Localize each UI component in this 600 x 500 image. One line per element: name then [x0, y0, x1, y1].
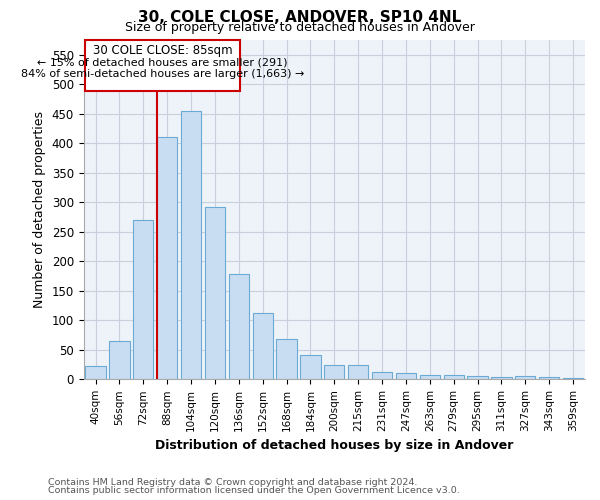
Bar: [253, 313, 273, 380]
Bar: [109, 341, 130, 380]
Bar: [419, 375, 440, 380]
Bar: [133, 220, 154, 380]
Bar: [396, 374, 416, 380]
Text: 84% of semi-detached houses are larger (1,663) →: 84% of semi-detached houses are larger (…: [21, 68, 304, 78]
Bar: [229, 274, 249, 380]
Bar: [205, 207, 225, 380]
Bar: [181, 111, 201, 380]
Text: 30 COLE CLOSE: 85sqm: 30 COLE CLOSE: 85sqm: [92, 44, 232, 57]
Bar: [443, 375, 464, 380]
Bar: [372, 372, 392, 380]
Bar: [324, 365, 344, 380]
Y-axis label: Number of detached properties: Number of detached properties: [33, 111, 46, 308]
Bar: [539, 377, 559, 380]
Bar: [348, 365, 368, 380]
Text: Contains public sector information licensed under the Open Government Licence v3: Contains public sector information licen…: [48, 486, 460, 495]
Text: ← 15% of detached houses are smaller (291): ← 15% of detached houses are smaller (29…: [37, 58, 287, 68]
Bar: [563, 378, 583, 380]
Bar: [85, 366, 106, 380]
Text: 30, COLE CLOSE, ANDOVER, SP10 4NL: 30, COLE CLOSE, ANDOVER, SP10 4NL: [139, 10, 461, 25]
Bar: [157, 138, 178, 380]
Bar: [491, 377, 512, 380]
X-axis label: Distribution of detached houses by size in Andover: Distribution of detached houses by size …: [155, 440, 514, 452]
Bar: [277, 339, 297, 380]
Text: Size of property relative to detached houses in Andover: Size of property relative to detached ho…: [125, 21, 475, 34]
Bar: [515, 376, 535, 380]
FancyBboxPatch shape: [85, 40, 240, 92]
Bar: [467, 376, 488, 380]
Bar: [300, 354, 320, 380]
Text: Contains HM Land Registry data © Crown copyright and database right 2024.: Contains HM Land Registry data © Crown c…: [48, 478, 418, 487]
